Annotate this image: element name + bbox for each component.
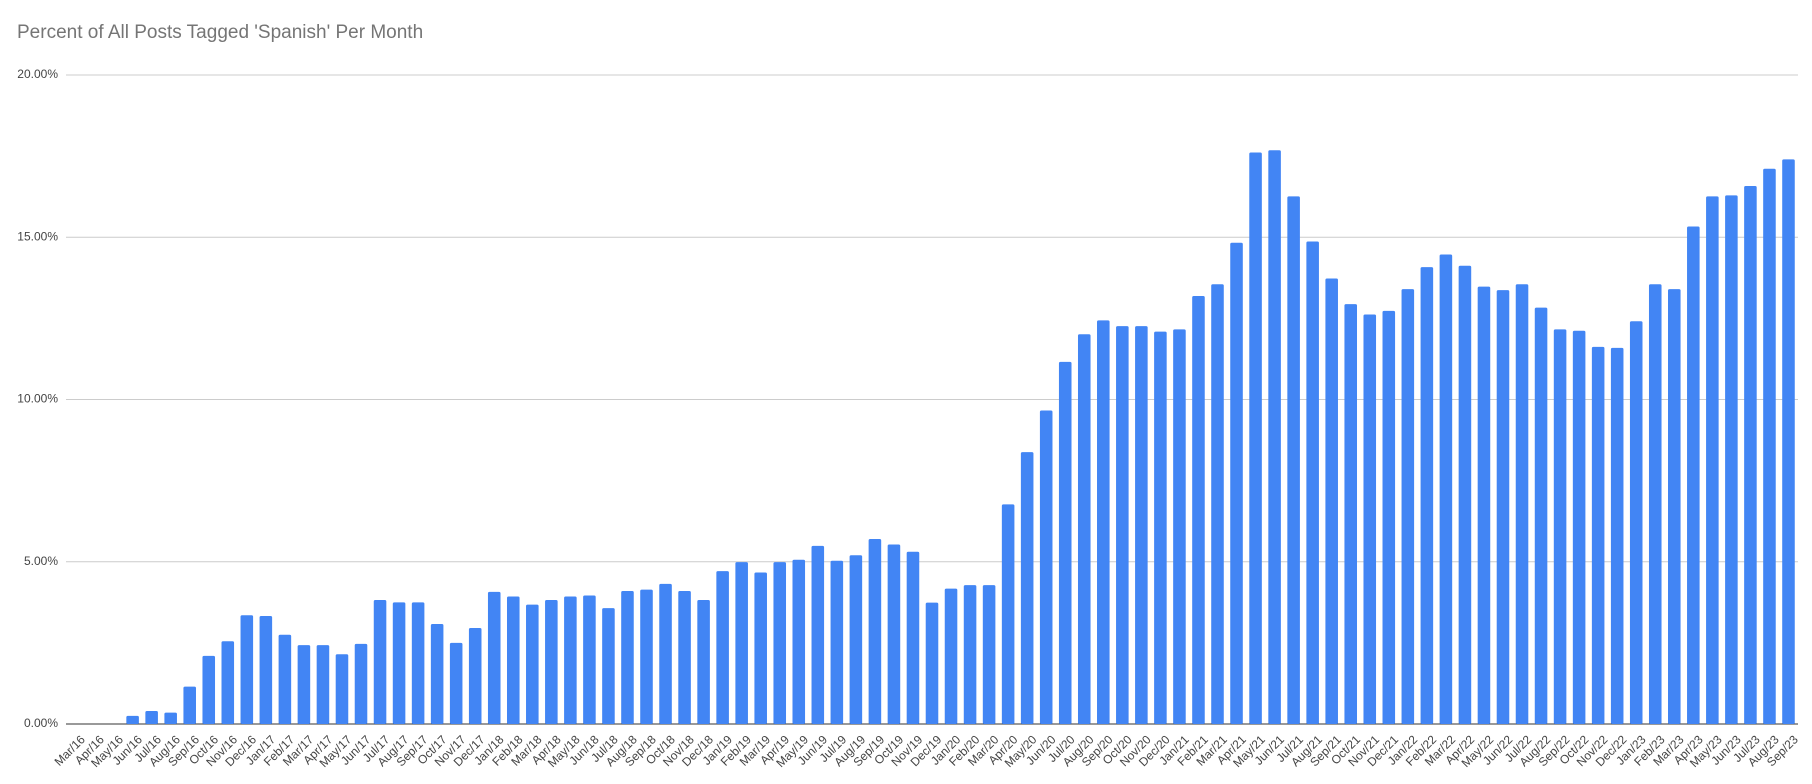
bar: [1515, 284, 1529, 724]
bar: [316, 645, 330, 724]
bar: [1211, 284, 1224, 724]
bar: [1325, 278, 1338, 724]
bar: [183, 686, 196, 724]
bar: [1687, 226, 1700, 724]
bar: [640, 589, 653, 724]
bar: [1287, 196, 1300, 724]
bar: [1001, 504, 1015, 724]
bar: [526, 604, 539, 724]
bar: [1534, 307, 1548, 724]
bar: [1763, 168, 1776, 724]
bar: [773, 562, 787, 724]
bar: [849, 555, 863, 724]
bar: [1706, 196, 1719, 724]
bar: [335, 654, 349, 724]
bar: [468, 627, 482, 724]
bar: [164, 712, 177, 724]
bar: [202, 655, 216, 724]
bar: [1230, 242, 1243, 725]
bar: [259, 615, 273, 724]
bar: [716, 571, 729, 724]
bar: [1629, 321, 1643, 724]
bar: [487, 591, 501, 724]
bar: [1173, 329, 1186, 724]
bar: [1496, 290, 1510, 724]
bar: [221, 641, 235, 724]
bar: [430, 624, 444, 724]
bar: [1744, 185, 1757, 724]
bar: [1097, 320, 1110, 724]
bar: [830, 560, 844, 724]
bar: [1668, 289, 1681, 724]
bar: [392, 602, 406, 724]
bar: [240, 615, 254, 724]
bar: [1020, 452, 1034, 724]
bar: [1039, 410, 1053, 724]
bar: [1591, 346, 1605, 724]
y-tick-label: 20.00%: [17, 67, 58, 81]
y-tick-label: 10.00%: [17, 392, 58, 406]
bar: [1135, 326, 1148, 724]
bar: [602, 608, 615, 724]
bar: [1116, 326, 1129, 724]
bar: [297, 645, 311, 724]
bar: [278, 634, 292, 724]
bar: [145, 711, 158, 724]
bar: [1077, 334, 1091, 724]
bar: [126, 715, 139, 724]
bar: [564, 596, 577, 724]
bar: [1439, 254, 1453, 725]
bar: [1572, 330, 1586, 724]
bar: [811, 545, 825, 724]
bar: [1192, 295, 1205, 724]
bar: [963, 585, 977, 724]
y-tick-label: 5.00%: [24, 554, 58, 568]
bar: [373, 600, 387, 724]
bar: [506, 596, 520, 724]
bar: [1610, 347, 1624, 724]
bar: [1058, 361, 1072, 724]
bar: [1363, 314, 1377, 724]
bar: [449, 642, 463, 724]
bar: [1154, 331, 1167, 724]
bar: [1458, 265, 1472, 724]
bar: [982, 585, 996, 724]
bar: [1725, 195, 1738, 724]
bar: [1249, 152, 1262, 725]
bar: [354, 643, 368, 724]
bar: [411, 602, 425, 724]
bar: [583, 595, 596, 724]
bar: [887, 544, 901, 724]
bar: [621, 590, 634, 724]
bar: [1782, 159, 1795, 724]
bar: [1553, 329, 1567, 724]
bar: [1344, 304, 1358, 724]
bar: [659, 583, 672, 724]
bar: [678, 590, 691, 724]
y-tick-label: 0.00%: [24, 716, 58, 730]
bar: [735, 562, 748, 724]
bar: [868, 539, 882, 724]
bar: [754, 572, 767, 724]
bar: [1477, 286, 1491, 724]
bar: [1401, 289, 1415, 724]
bar: [1648, 284, 1662, 724]
bar: [925, 602, 939, 724]
bar: [792, 559, 806, 724]
bar: [944, 588, 958, 724]
bar: [1382, 310, 1396, 724]
bar: [1306, 241, 1319, 724]
bar: [906, 551, 920, 724]
bar: [545, 600, 558, 724]
bar: [1420, 267, 1434, 724]
y-tick-label: 15.00%: [17, 229, 58, 243]
chart-title: Percent of All Posts Tagged 'Spanish' Pe…: [17, 22, 423, 43]
bar: [697, 600, 710, 724]
bar: [1268, 150, 1281, 724]
